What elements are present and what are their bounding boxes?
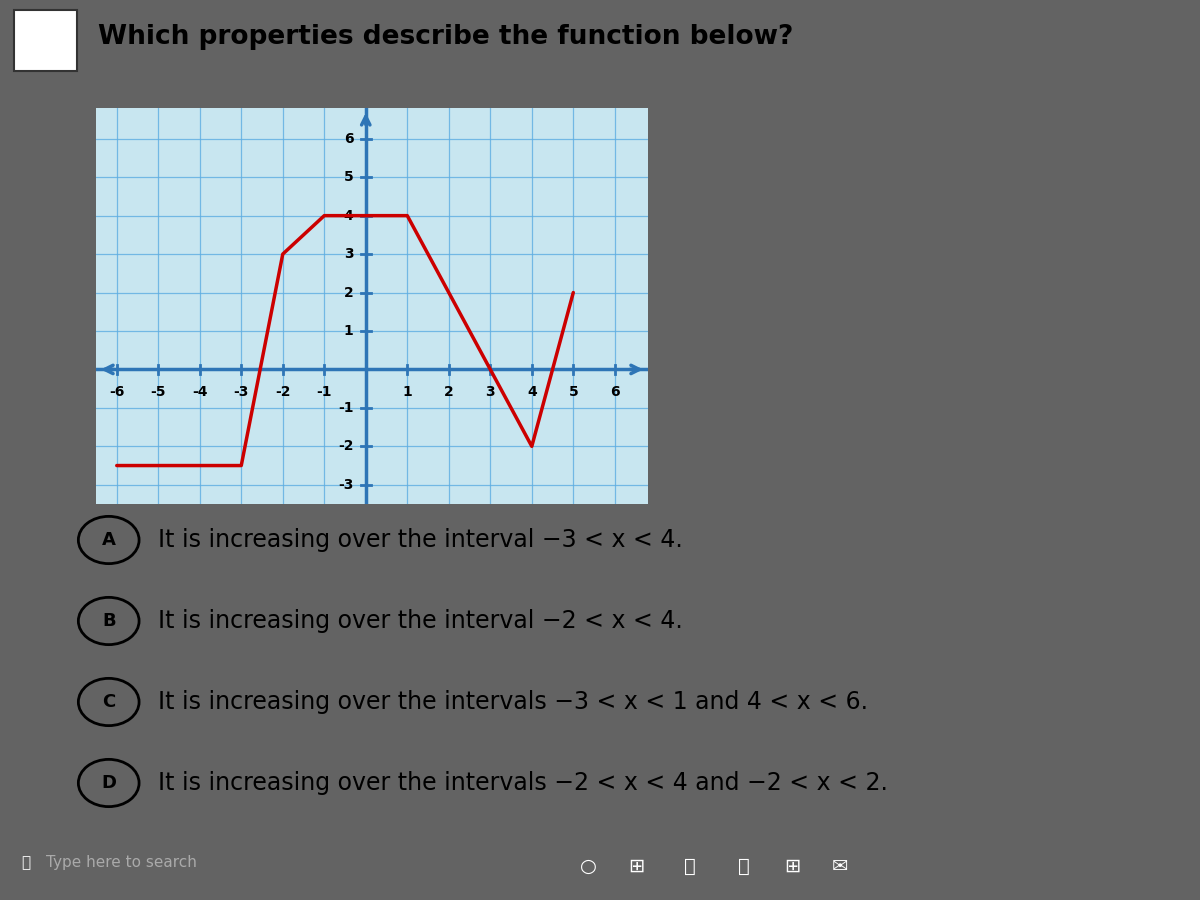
Text: 6: 6: [343, 131, 353, 146]
Text: 3: 3: [486, 385, 496, 399]
Text: Type here to search: Type here to search: [46, 855, 197, 870]
Text: -1: -1: [338, 400, 353, 415]
Text: 20: 20: [29, 25, 62, 50]
Text: -6: -6: [109, 385, 125, 399]
Text: It is increasing over the intervals −2 < x < 4 and −2 < x < 2.: It is increasing over the intervals −2 <…: [158, 771, 888, 795]
Text: -3: -3: [234, 385, 248, 399]
Text: A: A: [102, 531, 115, 549]
Text: 📁: 📁: [738, 857, 750, 876]
FancyBboxPatch shape: [14, 10, 77, 71]
Text: C: C: [102, 693, 115, 711]
Text: 3: 3: [343, 248, 353, 261]
Text: ○: ○: [580, 857, 596, 876]
Text: 2: 2: [343, 285, 353, 300]
Text: D: D: [101, 774, 116, 792]
Text: B: B: [102, 612, 115, 630]
Text: 6: 6: [610, 385, 619, 399]
Text: 4: 4: [527, 385, 536, 399]
Text: 5: 5: [569, 385, 578, 399]
Text: It is increasing over the interval −2 < x < 4.: It is increasing over the interval −2 < …: [158, 609, 683, 633]
Text: ⊞: ⊞: [628, 857, 644, 876]
Text: 🔍: 🔍: [22, 855, 31, 870]
Text: -4: -4: [192, 385, 208, 399]
Text: Which properties describe the function below?: Which properties describe the function b…: [98, 24, 793, 50]
Text: -5: -5: [150, 385, 166, 399]
Text: 1: 1: [402, 385, 412, 399]
Text: -1: -1: [317, 385, 332, 399]
Text: It is increasing over the intervals −3 < x < 1 and 4 < x < 6.: It is increasing over the intervals −3 <…: [158, 690, 869, 714]
Text: -2: -2: [275, 385, 290, 399]
Text: It is increasing over the interval −3 < x < 4.: It is increasing over the interval −3 < …: [158, 528, 683, 552]
Text: 4: 4: [343, 209, 353, 222]
Text: 1: 1: [343, 324, 353, 338]
Text: 5: 5: [343, 170, 353, 184]
Text: ✉: ✉: [832, 857, 848, 876]
Text: 🌐: 🌐: [684, 857, 696, 876]
Text: 2: 2: [444, 385, 454, 399]
Text: ⊞: ⊞: [784, 857, 800, 876]
Text: -2: -2: [338, 439, 353, 454]
Text: -3: -3: [338, 478, 353, 491]
